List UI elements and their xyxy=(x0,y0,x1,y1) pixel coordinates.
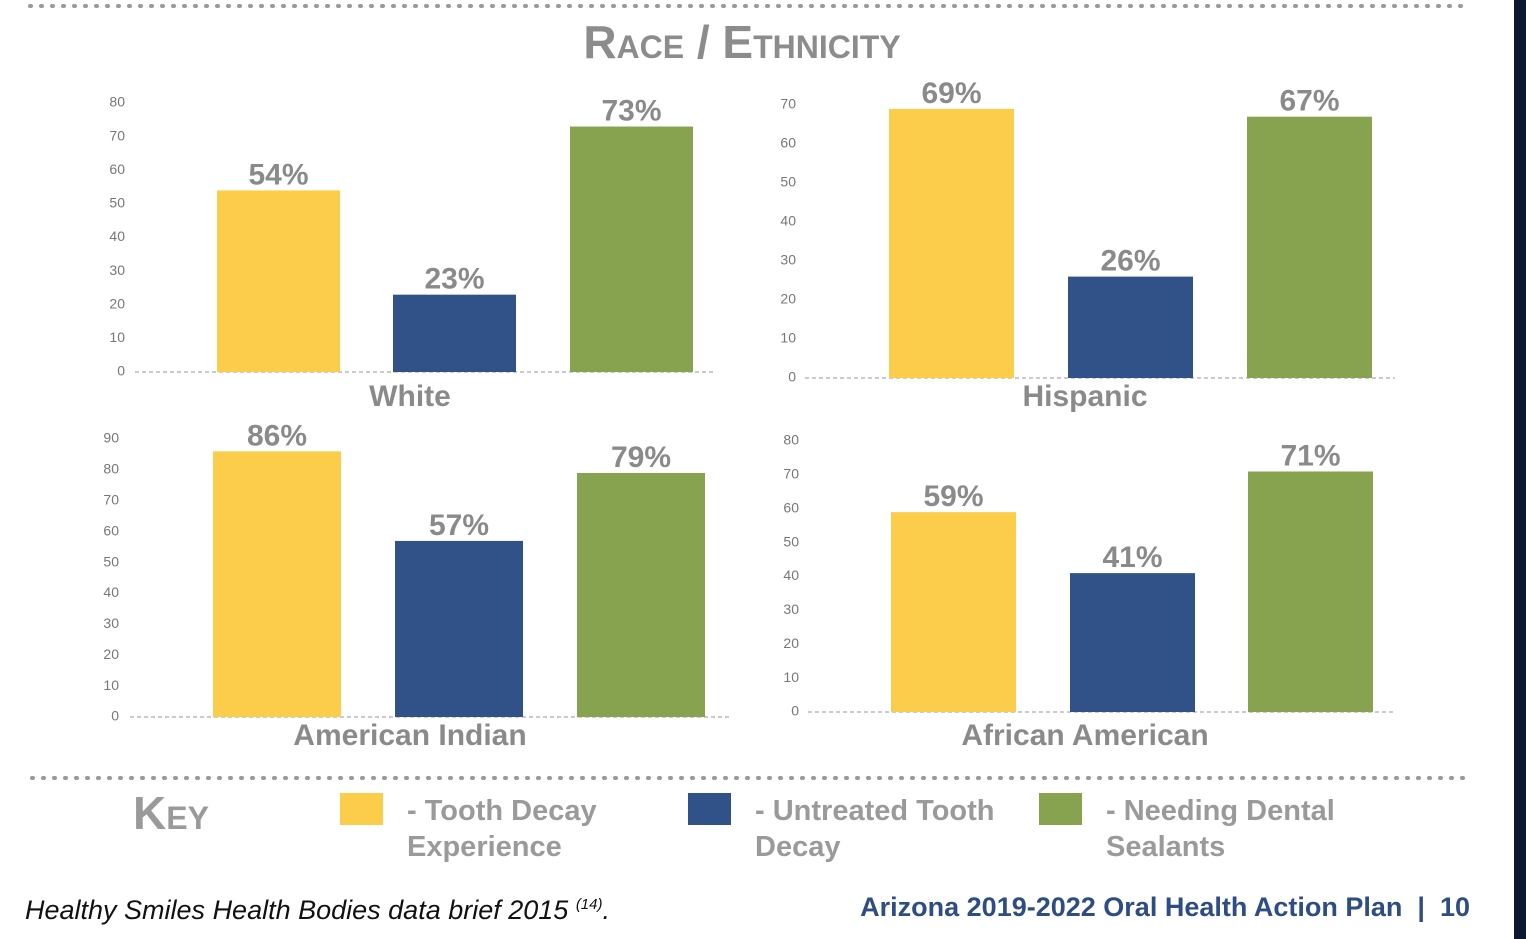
y-tick-label: 30 xyxy=(109,262,125,278)
value-label: 59% xyxy=(923,480,983,513)
y-tick-label: 10 xyxy=(783,669,799,685)
y-tick-label: 20 xyxy=(783,635,799,651)
page-number: 10 xyxy=(1439,892,1470,922)
source: Healthy Smiles Health Bodies data brief … xyxy=(25,895,610,926)
bar xyxy=(395,540,523,717)
legend-label: - Needing Dental Sealants xyxy=(1106,795,1335,863)
x-axis-label: White xyxy=(369,380,451,413)
bar xyxy=(889,108,1014,379)
source-end: . xyxy=(602,895,611,925)
bar xyxy=(570,126,693,372)
y-tick-label: 20 xyxy=(103,646,119,662)
screen-edge xyxy=(1514,0,1526,939)
y-tick-label: 0 xyxy=(117,363,125,379)
bar xyxy=(891,512,1016,712)
y-tick-label: 30 xyxy=(780,252,796,268)
y-tick-label: 50 xyxy=(780,174,796,190)
bar xyxy=(1247,116,1372,378)
y-tick-label: 50 xyxy=(783,533,799,549)
bar xyxy=(577,472,705,717)
value-label: 54% xyxy=(248,158,308,191)
y-tick-label: 40 xyxy=(780,213,796,229)
bar xyxy=(393,294,516,372)
y-tick-label: 10 xyxy=(103,677,119,693)
y-tick-label: 70 xyxy=(783,466,799,482)
x-axis-label: American Indian xyxy=(293,719,526,752)
bar xyxy=(1070,573,1195,712)
legend-swatch xyxy=(688,793,731,825)
separator: | xyxy=(1417,892,1425,922)
y-tick-label: 90 xyxy=(103,430,119,446)
y-tick-label: 0 xyxy=(788,369,796,385)
y-tick-label: 60 xyxy=(783,499,799,515)
page-title: Race / Ethnicity xyxy=(583,16,900,68)
y-tick-label: 70 xyxy=(780,96,796,112)
y-tick-label: 80 xyxy=(103,461,119,477)
y-tick-label: 80 xyxy=(783,432,799,448)
y-tick-label: 70 xyxy=(109,127,125,143)
bar xyxy=(1068,276,1193,378)
y-tick-label: 20 xyxy=(780,291,796,307)
x-axis-label: Hispanic xyxy=(1022,380,1147,413)
y-tick-label: 10 xyxy=(109,329,125,345)
y-tick-label: 60 xyxy=(103,522,119,538)
y-tick-label: 0 xyxy=(791,703,799,719)
publication: Arizona 2019-2022 Oral Health Action Pla… xyxy=(860,892,1470,923)
legend-swatch xyxy=(340,793,383,825)
legend-label: - Untreated Tooth Decay xyxy=(755,795,995,863)
value-label: 67% xyxy=(1279,85,1339,118)
y-tick-label: 0 xyxy=(111,708,119,724)
legend-swatch xyxy=(1039,793,1082,825)
y-tick-label: 50 xyxy=(109,195,125,211)
y-tick-label: 10 xyxy=(780,330,796,346)
value-label: 57% xyxy=(429,509,489,542)
y-tick-label: 40 xyxy=(109,228,125,244)
y-tick-label: 70 xyxy=(103,491,119,507)
value-label: 73% xyxy=(601,94,661,127)
value-label: 86% xyxy=(247,419,307,452)
bar xyxy=(217,190,340,372)
value-label: 71% xyxy=(1280,439,1340,472)
bar xyxy=(1248,471,1373,712)
value-label: 69% xyxy=(921,77,981,110)
y-tick-label: 40 xyxy=(783,567,799,583)
y-tick-label: 60 xyxy=(780,135,796,151)
y-tick-label: 30 xyxy=(103,615,119,631)
bar xyxy=(213,451,341,717)
y-tick-label: 40 xyxy=(103,584,119,600)
legend-label: - Tooth Decay Experience xyxy=(407,795,597,863)
value-label: 26% xyxy=(1100,245,1160,278)
y-tick-label: 20 xyxy=(109,295,125,311)
value-label: 23% xyxy=(424,263,484,296)
value-label: 41% xyxy=(1102,541,1162,574)
source-ref: (14) xyxy=(575,896,603,913)
publication-name: Arizona 2019-2022 Oral Health Action Pla… xyxy=(860,892,1403,922)
source-text: Healthy Smiles Health Bodies data brief … xyxy=(25,895,576,925)
y-tick-label: 60 xyxy=(109,161,125,177)
x-axis-label: African American xyxy=(961,719,1208,752)
value-label: 79% xyxy=(611,441,671,474)
key-title: Key xyxy=(133,787,209,839)
y-tick-label: 30 xyxy=(783,601,799,617)
y-tick-label: 50 xyxy=(103,553,119,569)
y-tick-label: 80 xyxy=(109,94,125,110)
